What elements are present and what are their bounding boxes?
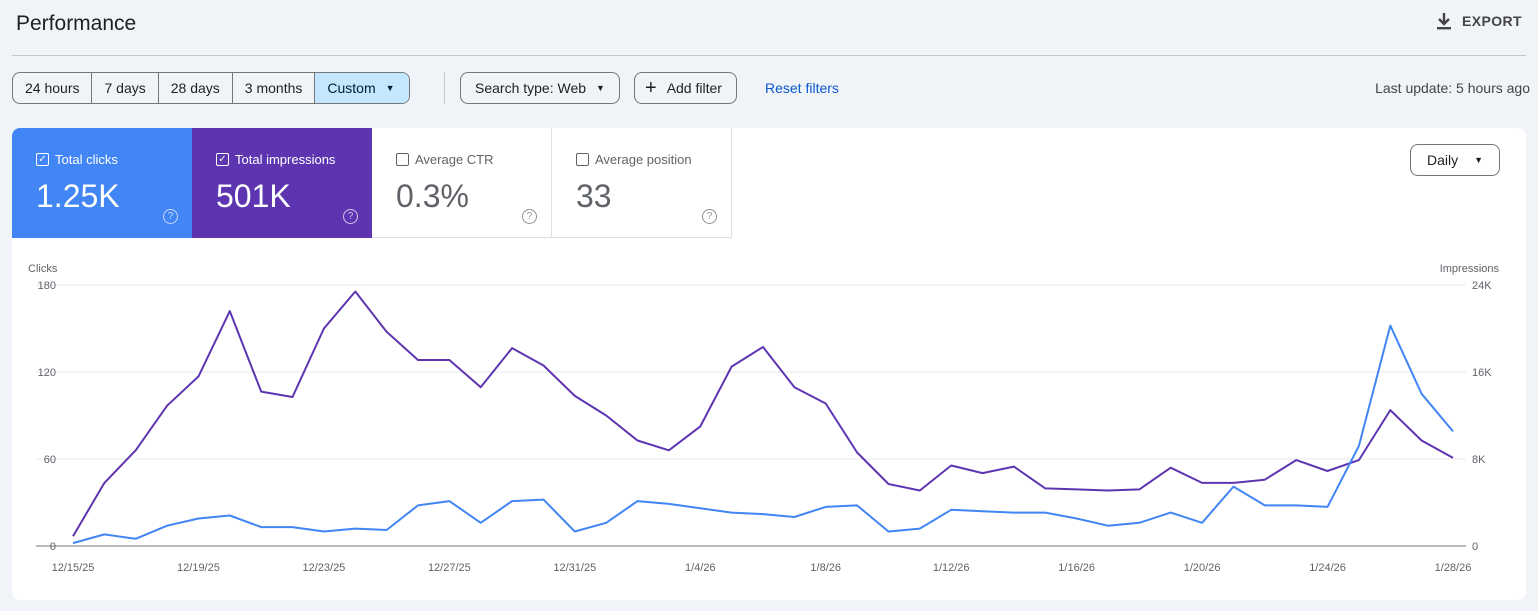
export-label: EXPORT [1462, 13, 1522, 29]
x-tick-label: 1/8/26 [810, 562, 841, 574]
header-divider [12, 55, 1526, 56]
x-tick-label: 12/15/25 [52, 562, 95, 574]
caret-down-icon: ▼ [385, 83, 395, 93]
range-custom[interactable]: Custom ▼ [315, 73, 409, 103]
metric-value: 33 [576, 178, 612, 214]
caret-down-icon: ▼ [596, 83, 605, 93]
x-tick-label: 1/28/26 [1435, 562, 1472, 574]
download-icon [1437, 13, 1452, 30]
range-3-months[interactable]: 3 months [233, 73, 316, 103]
plus-icon: + [645, 77, 657, 99]
metric-average-position[interactable]: Average position 33 ? [552, 128, 732, 238]
y-axis-label: Clicks [28, 263, 58, 275]
granularity-dropdown[interactable]: Daily ▼ [1410, 144, 1500, 176]
metric-value: 0.3% [396, 178, 469, 214]
metric-value: 1.25K [36, 178, 120, 214]
x-tick-label: 1/24/26 [1309, 562, 1346, 574]
help-icon[interactable]: ? [522, 209, 537, 224]
x-tick-label: 12/23/25 [302, 562, 345, 574]
x-tick-label: 1/4/26 [685, 562, 716, 574]
y2-tick-label: 24K [1472, 280, 1492, 292]
checkbox-unchecked-icon[interactable] [396, 153, 409, 166]
caret-down-icon: ▼ [1474, 155, 1484, 165]
performance-card: ✓ Total clicks 1.25K ? ✓ Total impressions… [12, 128, 1526, 600]
y-tick-label: 120 [38, 367, 56, 379]
metric-total-impressions[interactable]: ✓ Total impressions 501K ? [192, 128, 372, 238]
help-icon[interactable]: ? [343, 209, 358, 224]
y-tick-label: 60 [44, 454, 56, 466]
search-type-dropdown[interactable]: Search type: Web ▼ [460, 72, 620, 104]
metric-total-clicks[interactable]: ✓ Total clicks 1.25K ? [12, 128, 192, 238]
add-filter-button[interactable]: + Add filter [634, 72, 737, 104]
series-line-clicks [72, 324, 1454, 545]
y2-tick-label: 0 [1472, 541, 1478, 553]
checkbox-unchecked-icon[interactable] [576, 153, 589, 166]
reset-filters-link[interactable]: Reset filters [765, 80, 839, 96]
metric-label: Average position [595, 152, 692, 167]
export-button[interactable]: EXPORT [1436, 12, 1522, 30]
date-range-selector: 24 hours 7 days 28 days 3 months Custom ▼ [12, 72, 410, 104]
y2-tick-label: 16K [1472, 367, 1492, 379]
range-24-hours[interactable]: 24 hours [13, 73, 93, 103]
metric-value: 501K [216, 178, 291, 214]
y-tick-label: 0 [50, 541, 56, 553]
metric-label: Total impressions [235, 152, 336, 167]
help-icon[interactable]: ? [702, 209, 717, 224]
help-icon[interactable]: ? [163, 209, 178, 224]
search-type-label: Search type: Web [475, 80, 587, 96]
x-tick-label: 1/12/26 [933, 562, 970, 574]
y-tick-label: 180 [38, 280, 56, 292]
granularity-label: Daily [1427, 152, 1459, 168]
range-28-days[interactable]: 28 days [159, 73, 233, 103]
filter-separator [444, 72, 445, 104]
checkbox-checked-icon[interactable]: ✓ [216, 153, 229, 166]
metric-label: Average CTR [415, 152, 494, 167]
checkbox-checked-icon[interactable]: ✓ [36, 153, 49, 166]
x-tick-label: 12/27/25 [428, 562, 471, 574]
metric-average-ctr[interactable]: Average CTR 0.3% ? [372, 128, 552, 238]
x-tick-label: 12/31/25 [553, 562, 596, 574]
range-custom-label: Custom [327, 80, 376, 96]
y2-axis-label: Impressions [1440, 263, 1500, 275]
page-title: Performance [16, 12, 137, 35]
last-update-text: Last update: 5 hours ago [1375, 80, 1530, 96]
x-tick-label: 1/20/26 [1184, 562, 1221, 574]
range-7-days[interactable]: 7 days [92, 73, 159, 103]
y2-tick-label: 8K [1472, 454, 1486, 466]
x-tick-label: 12/19/25 [177, 562, 220, 574]
add-filter-label: Add filter [666, 80, 722, 96]
series-line-impressions [72, 290, 1454, 537]
metric-label: Total clicks [55, 152, 118, 167]
x-tick-label: 1/16/26 [1058, 562, 1095, 574]
